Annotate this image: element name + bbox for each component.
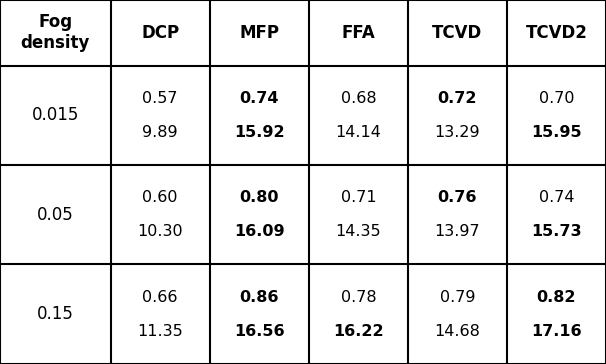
Text: 14.68: 14.68: [435, 324, 481, 339]
Text: 0.68: 0.68: [341, 91, 376, 106]
Text: 0.74: 0.74: [239, 91, 279, 106]
Text: 11.35: 11.35: [138, 324, 183, 339]
Text: 0.05: 0.05: [37, 206, 74, 224]
Text: 13.29: 13.29: [435, 124, 480, 140]
Text: 0.15: 0.15: [37, 305, 74, 323]
Text: 0.79: 0.79: [440, 290, 475, 305]
Text: 0.72: 0.72: [438, 91, 477, 106]
Text: DCP: DCP: [141, 24, 179, 42]
Text: 13.97: 13.97: [435, 224, 480, 239]
Text: 0.015: 0.015: [32, 106, 79, 124]
Text: 10.30: 10.30: [138, 224, 183, 239]
Text: FFA: FFA: [341, 24, 375, 42]
Text: 15.95: 15.95: [531, 124, 582, 140]
Text: 0.78: 0.78: [341, 290, 376, 305]
Text: 0.60: 0.60: [142, 190, 178, 205]
Text: 16.09: 16.09: [234, 224, 285, 239]
Text: MFP: MFP: [239, 24, 279, 42]
Text: 14.35: 14.35: [336, 224, 381, 239]
Text: 15.73: 15.73: [531, 224, 582, 239]
Text: 15.92: 15.92: [234, 124, 285, 140]
Text: 0.70: 0.70: [539, 91, 574, 106]
Text: TCVD2: TCVD2: [525, 24, 587, 42]
Text: 0.66: 0.66: [142, 290, 178, 305]
Text: 0.86: 0.86: [239, 290, 279, 305]
Text: 16.56: 16.56: [234, 324, 285, 339]
Text: 0.71: 0.71: [341, 190, 376, 205]
Text: 9.89: 9.89: [142, 124, 178, 140]
Text: 0.57: 0.57: [142, 91, 178, 106]
Text: 0.74: 0.74: [539, 190, 574, 205]
Text: 14.14: 14.14: [335, 124, 381, 140]
Text: TCVD: TCVD: [432, 24, 482, 42]
Text: 17.16: 17.16: [531, 324, 582, 339]
Text: 0.76: 0.76: [438, 190, 477, 205]
Text: Fog
density: Fog density: [21, 13, 90, 52]
Text: 16.22: 16.22: [333, 324, 384, 339]
Text: 0.82: 0.82: [537, 290, 576, 305]
Text: 0.80: 0.80: [239, 190, 279, 205]
